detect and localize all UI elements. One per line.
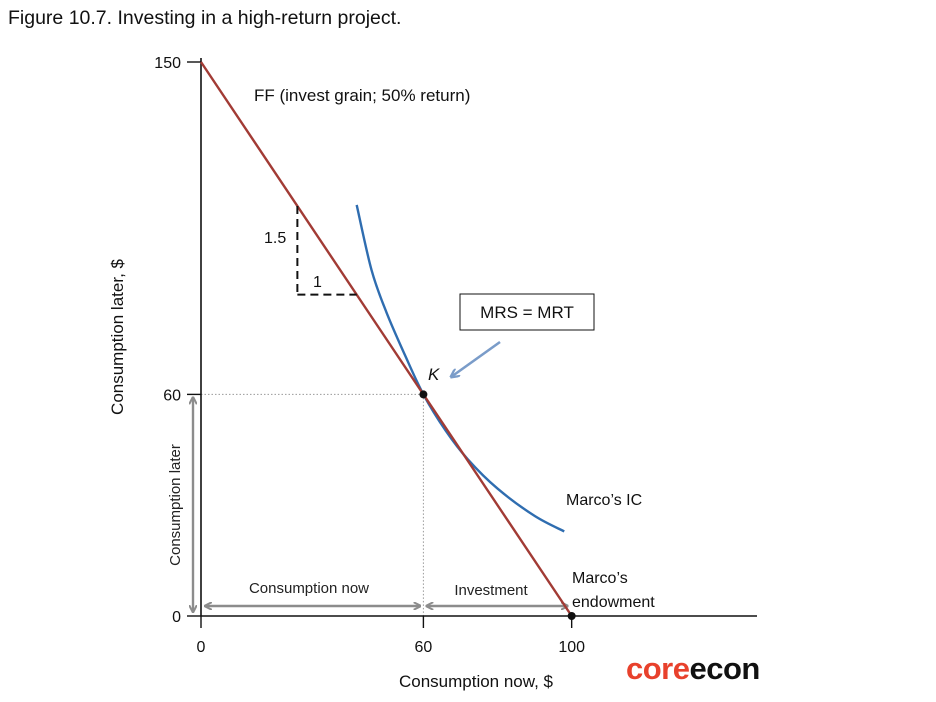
- x-tick-label: 100: [558, 639, 585, 656]
- point-k: [419, 390, 428, 399]
- ff-label: FF (invest grain; 50% return): [254, 86, 470, 105]
- endowment-label-line1: Marco’s: [572, 570, 628, 587]
- y-tick-label: 60: [163, 387, 181, 404]
- slope-run-label: 1: [313, 274, 322, 291]
- ic-label: Marco’s IC: [566, 492, 642, 509]
- mrs-box-label: MRS = MRT: [480, 303, 574, 322]
- endowment-point: [567, 612, 576, 620]
- mrs-pointer-arrow: [451, 340, 501, 377]
- consumption-now-label: Consumption now: [249, 580, 369, 597]
- slope-rise-label: 1.5: [264, 230, 286, 247]
- y-axis-title: Consumption later, $: [108, 258, 127, 414]
- feasible-frontier-line: [200, 61, 573, 617]
- x-axis-title: Consumption now, $: [399, 672, 554, 691]
- y-tick-label: 0: [172, 609, 181, 626]
- investment-label: Investment: [454, 582, 528, 599]
- mrs-box: [459, 293, 595, 331]
- marcos-ic-curve: [355, 204, 565, 533]
- point-k-label: K: [428, 365, 440, 384]
- x-tick-label: 60: [415, 639, 433, 656]
- y-ticks: 0 60 150: [154, 55, 201, 626]
- y-tick-label: 150: [154, 55, 181, 72]
- brand-econ: econ: [689, 651, 760, 686]
- brand-core: core: [626, 651, 690, 686]
- consumption-later-label: Consumption later: [167, 444, 184, 566]
- coreecon-logo: coreecon: [626, 651, 760, 687]
- x-tick-label: 0: [197, 639, 206, 656]
- endowment-label-line2: endowment: [572, 594, 655, 611]
- figure-title: Figure 10.7. Investing in a high-return …: [8, 7, 402, 29]
- x-ticks: 0 60 100: [197, 616, 585, 656]
